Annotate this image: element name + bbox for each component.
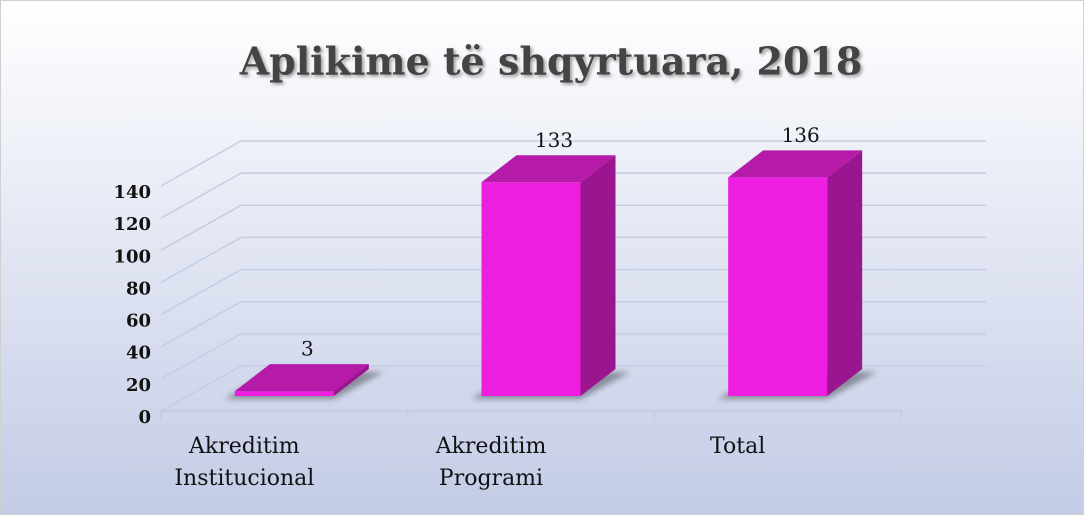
y-tick-label: 140 (113, 182, 151, 203)
y-tick-label: 80 (126, 278, 151, 299)
y-tick-label: 20 (126, 375, 151, 396)
x-tick-label: Akreditim Programi (435, 434, 547, 491)
bar-front (234, 391, 334, 396)
bar-top (234, 364, 369, 392)
y-tick-label: 100 (113, 246, 151, 267)
x-tick-label: Total (710, 434, 766, 459)
bar-top (728, 150, 863, 178)
y-tick-label: 120 (113, 214, 151, 235)
data-label: 136 (782, 123, 820, 147)
y-tick-label: 60 (126, 311, 151, 332)
bar-side (827, 150, 863, 396)
bar-top (481, 155, 616, 183)
bar-front (728, 177, 828, 396)
bar-side (580, 155, 616, 396)
data-label: 3 (301, 337, 314, 361)
y-tick-label: 40 (126, 343, 151, 364)
chart-title: Aplikime të shqyrtuara, 2018 (239, 39, 863, 84)
grid-line (160, 140, 986, 187)
bar-side (333, 364, 369, 396)
bar-front (481, 182, 581, 396)
data-label: 133 (535, 128, 573, 152)
y-tick-label: 0 (138, 407, 151, 428)
x-tick-label: Akreditim Institucional (174, 434, 315, 491)
